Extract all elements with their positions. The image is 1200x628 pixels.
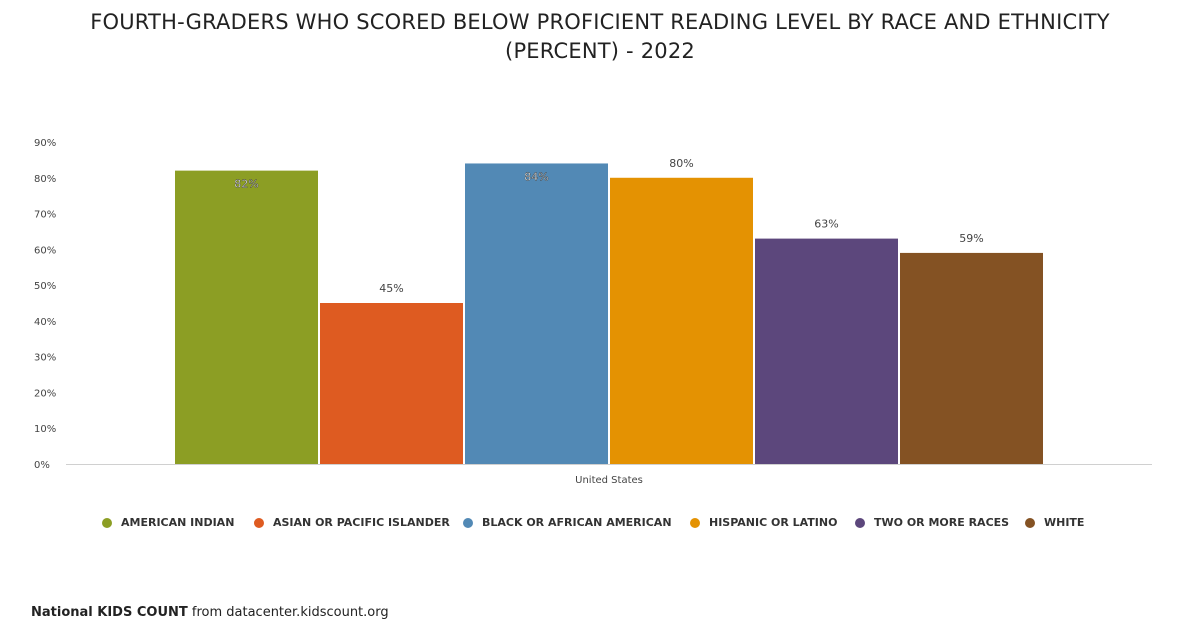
legend-marker-icon: [254, 517, 264, 528]
y-tick-label: 10%: [34, 424, 56, 435]
legend-label: AMERICAN INDIAN: [121, 516, 235, 529]
y-tick-label: 50%: [34, 281, 56, 292]
legend-label: WHITE: [1044, 516, 1085, 529]
legend-item[interactable]: ASIAN OR PACIFIC ISLANDER: [254, 516, 450, 529]
data-label: 63%: [814, 218, 838, 231]
legend-item[interactable]: HISPANIC OR LATINO: [690, 516, 837, 529]
data-label: 80%: [669, 157, 693, 170]
y-tick-label: 70%: [34, 210, 56, 221]
chart-title-line1: FOURTH-GRADERS WHO SCORED BELOW PROFICIE…: [90, 10, 1110, 34]
source-credit: National KIDS COUNT from datacenter.kids…: [31, 605, 389, 620]
source-text: from datacenter.kidscount.org: [187, 605, 389, 620]
legend-item[interactable]: TWO OR MORE RACES: [855, 516, 1009, 529]
y-tick-label: 20%: [34, 388, 56, 399]
y-tick-label: 0%: [34, 460, 50, 471]
legend-label: HISPANIC OR LATINO: [709, 516, 838, 529]
y-tick-label: 30%: [34, 353, 56, 364]
data-label: 45%: [379, 282, 403, 295]
legend-item[interactable]: BLACK OR AFRICAN AMERICAN: [463, 516, 672, 529]
chart-title-line2: (PERCENT) - 2022: [505, 39, 695, 63]
data-label: 59%: [959, 232, 983, 245]
y-tick-label: 40%: [34, 317, 56, 328]
legend-item[interactable]: WHITE: [1025, 516, 1084, 529]
chart-legend: AMERICAN INDIAN ASIAN OR PACIFIC ISLANDER…: [0, 516, 1200, 536]
bar[interactable]: [465, 163, 608, 464]
legend-label: ASIAN OR PACIFIC ISLANDER: [273, 516, 450, 529]
legend-marker-icon: [690, 517, 700, 528]
legend-marker-icon: [102, 517, 112, 528]
bar-chart: 0% 10% 20% 30% 40% 50% 60% 70% 80% 90% 82% 45% 84% 80…: [34, 138, 1152, 486]
legend-marker-icon: [463, 517, 473, 528]
legend-label: TWO OR MORE RACES: [874, 516, 1010, 529]
source-brand: National KIDS COUNT: [31, 605, 188, 620]
data-label: 82%: [234, 178, 258, 191]
legend-label: BLACK OR AFRICAN AMERICAN: [482, 516, 672, 529]
bar[interactable]: [320, 303, 463, 464]
legend-marker-icon: [855, 517, 865, 528]
bar[interactable]: [610, 177, 753, 464]
chart-title: FOURTH-GRADERS WHO SCORED BELOW PROFICIE…: [0, 8, 1200, 66]
bar[interactable]: [175, 170, 318, 464]
y-tick-label: 60%: [34, 245, 56, 256]
bar[interactable]: [900, 252, 1043, 464]
y-tick-label: 90%: [34, 138, 56, 149]
legend-item[interactable]: AMERICAN INDIAN: [102, 516, 234, 529]
data-label: 84%: [524, 170, 548, 183]
legend-marker-icon: [1025, 517, 1035, 528]
y-tick-label: 80%: [34, 174, 56, 185]
x-tick-label: United States: [575, 475, 643, 486]
bar[interactable]: [755, 238, 898, 464]
